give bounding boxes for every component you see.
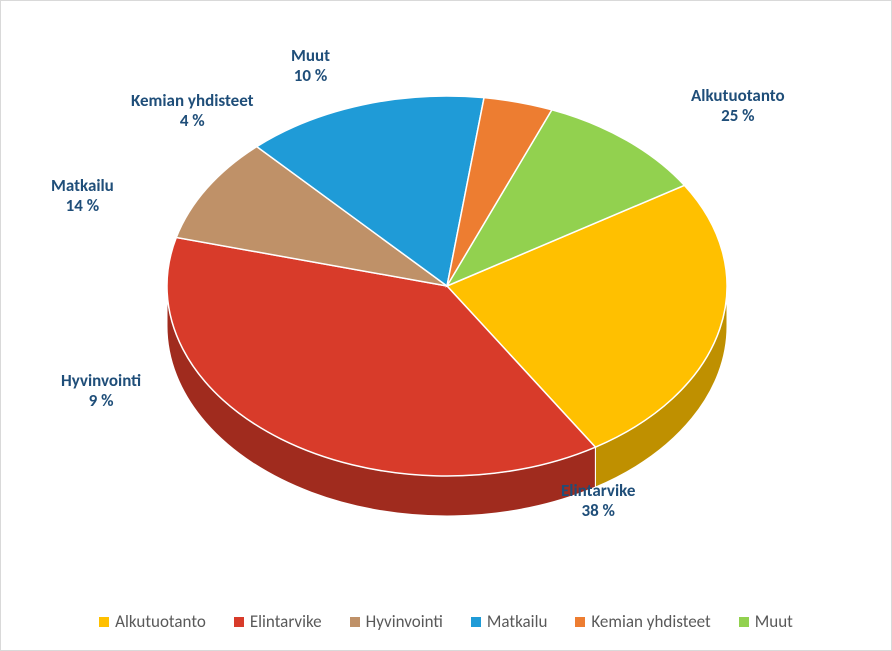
legend-swatch [575,617,585,627]
legend-swatch [471,617,481,627]
slice-label-name: Kemian yhdisteet [131,91,254,111]
slice-label-name: Muut [291,46,330,66]
legend-swatch [99,617,109,627]
slice-label: Alkutuotanto25 % [691,86,785,127]
pie-chart: Alkutuotanto25 %Elintarvike38 %Hyvinvoin… [0,0,892,651]
legend-label: Kemian yhdisteet [591,611,710,632]
legend-swatch [350,617,360,627]
slice-label: Elintarvike38 % [561,481,635,522]
slice-label-name: Hyvinvointi [61,371,141,391]
slice-label: Muut10 % [291,46,330,87]
legend-item: Hyvinvointi [350,611,443,632]
slice-label-name: Elintarvike [561,481,635,501]
slice-label: Kemian yhdisteet4 % [131,91,254,132]
legend-item: Muut [739,611,793,632]
slice-label: Hyvinvointi9 % [61,371,141,412]
legend-label: Elintarvike [250,611,322,632]
slice-label-name: Matkailu [51,176,114,196]
slice-label-percent: 4 % [131,111,254,131]
legend: Alkutuotanto Elintarvike Hyvinvointi Matkai… [1,611,891,632]
pie-area: Alkutuotanto25 % Elintarvike38 % Hyvinvoin… [1,1,892,591]
slice-label-name: Alkutuotanto [691,86,785,106]
legend-swatch [234,617,244,627]
slice-label-percent: 38 % [561,501,635,521]
legend-label: Hyvinvointi [366,611,443,632]
legend-item: Elintarvike [234,611,322,632]
slice-label: Matkailu14 % [51,176,114,217]
legend-item: Alkutuotanto [99,611,206,632]
slice-label-percent: 10 % [291,66,330,86]
legend-item: Kemian yhdisteet [575,611,710,632]
legend-label: Matkailu [487,611,548,632]
slice-label-percent: 9 % [61,391,141,411]
legend-label: Muut [755,611,793,632]
slice-label-percent: 14 % [51,196,114,216]
legend-item: Matkailu [471,611,548,632]
slice-label-percent: 25 % [691,106,785,126]
legend-label: Alkutuotanto [115,611,206,632]
legend-swatch [739,617,749,627]
